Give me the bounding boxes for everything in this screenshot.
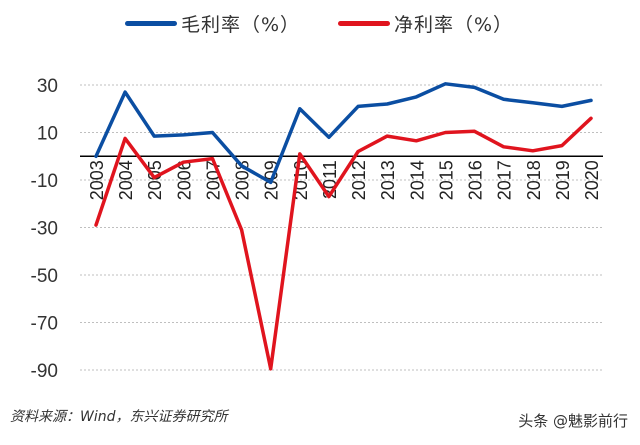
x-tick-label: 2013 xyxy=(378,160,398,200)
x-tick-label: 2018 xyxy=(524,160,544,200)
y-tick-label: -30 xyxy=(31,219,58,240)
source-note: 资料来源：Wind，东兴证券研究所 xyxy=(10,409,228,425)
x-tick-label: 2005 xyxy=(145,160,165,200)
y-tick-label: -70 xyxy=(31,314,58,335)
gross-margin-swatch-icon xyxy=(125,20,177,26)
x-tick-label: 2014 xyxy=(407,160,427,200)
y-tick-label: -50 xyxy=(31,266,58,287)
y-axis: 30 10 -10 -30 -50 -70 -90 xyxy=(31,76,58,382)
x-tick-label: 2016 xyxy=(466,160,486,200)
x-tick-label: 2003 xyxy=(87,160,107,200)
watermark: 头条 @魅影前行 xyxy=(518,412,628,430)
legend-label-gross-margin: 毛利率（%） xyxy=(181,13,301,36)
x-tick-label: 2020 xyxy=(582,160,602,200)
y-tick-label: -10 xyxy=(31,171,58,192)
legend-item-net-margin: 净利率（%） xyxy=(338,8,513,38)
legend: 毛利率（%） 净利率（%） xyxy=(0,8,640,38)
gridlines xyxy=(80,84,603,371)
x-tick-label: 2017 xyxy=(495,160,515,200)
x-tick-label: 2015 xyxy=(436,160,456,200)
gross-margin-line xyxy=(94,82,593,185)
x-tick-label: 2019 xyxy=(553,160,573,200)
y-tick-label: -90 xyxy=(31,361,58,382)
x-tick-label: 2006 xyxy=(174,160,194,200)
net-margin-line xyxy=(94,116,593,371)
x-tick-label: 2012 xyxy=(349,160,369,200)
net-margin-swatch-icon xyxy=(338,20,390,26)
y-tick-label: 10 xyxy=(37,124,58,145)
y-tick-label: 30 xyxy=(37,76,58,97)
series-lines xyxy=(94,82,593,371)
legend-item-gross-margin: 毛利率（%） xyxy=(125,8,300,38)
legend-label-net-margin: 净利率（%） xyxy=(394,13,514,36)
x-tick-label: 2004 xyxy=(116,160,136,200)
